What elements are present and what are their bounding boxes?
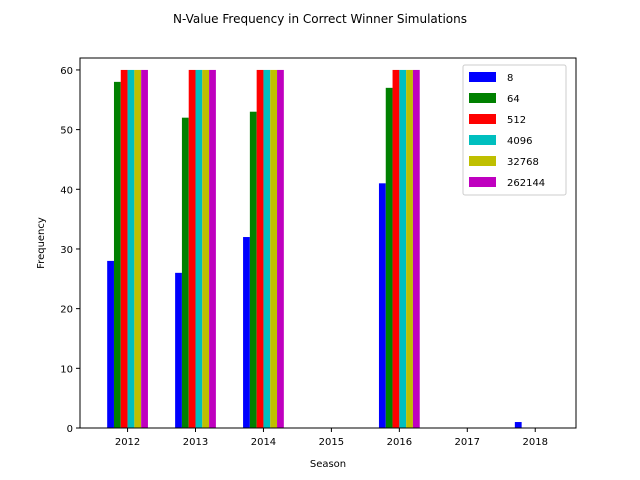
plot-frame: [79, 57, 577, 429]
bar-4096-2016: [399, 69, 407, 428]
legend-swatch-64: [469, 93, 496, 103]
y-tick-label: 40: [60, 185, 73, 196]
bar-32768-2013: [202, 69, 210, 428]
bar-512-2016: [392, 69, 400, 428]
legend-label-8: 8: [507, 73, 513, 84]
legend-swatch-262144: [469, 177, 496, 187]
bar-512-2013: [188, 69, 196, 428]
bar-512-2012: [120, 69, 128, 428]
bar-64-2014: [249, 111, 257, 428]
x-tick-label: 2013: [183, 437, 208, 448]
x-tick-label: 2015: [319, 437, 344, 448]
legend-label-512: 512: [507, 115, 526, 126]
bar-64-2016: [385, 87, 393, 428]
y-tick-label: 0: [67, 424, 73, 435]
bar-32768-2014: [270, 69, 278, 428]
y-tick-label: 30: [60, 245, 73, 256]
bar-8-2013: [175, 272, 182, 428]
bar-262144-2013: [209, 69, 216, 428]
bar-262144-2014: [277, 69, 284, 428]
y-tick-label: 20: [60, 305, 73, 316]
legend-label-64: 64: [507, 94, 520, 105]
y-tick-label: 10: [60, 364, 73, 375]
y-tick-label: 60: [60, 66, 73, 77]
legend-swatch-4096: [469, 135, 496, 145]
x-tick-label: 2017: [455, 437, 480, 448]
plot-area: 2012 2013 2014 2015 2016 2017 2018 0 10 20 30 40 50 6…: [60, 57, 577, 448]
legend-swatch-512: [469, 114, 496, 124]
x-tick-label: 2018: [523, 437, 548, 448]
legend-label-32768: 32768: [507, 157, 539, 168]
bar-64-2013: [181, 117, 189, 428]
bar-8-2018: [514, 422, 522, 428]
bar-262144-2012: [141, 69, 148, 428]
legend: 8 64 512 4096 32768 262144: [462, 64, 567, 196]
bar-4096-2013: [195, 69, 203, 428]
bar-512-2014: [256, 69, 264, 428]
legend-swatch-32768: [469, 156, 496, 166]
bar-8-2012: [107, 260, 114, 428]
legend-label-262144: 262144: [507, 178, 545, 189]
bar-262144-2016: [412, 69, 420, 428]
x-tick-label: 2016: [387, 437, 412, 448]
bar-32768-2016: [406, 69, 413, 428]
y-axis-label: Frequency: [36, 217, 47, 269]
bar-64-2012: [113, 81, 121, 428]
chart-title: N-Value Frequency in Correct Winner Simu…: [173, 12, 467, 26]
y-tick-label: 50: [60, 126, 73, 137]
x-tick-label: 2012: [115, 437, 140, 448]
bar-8-2014: [243, 237, 250, 428]
x-axis-label: Season: [310, 459, 346, 470]
bar-4096-2012: [127, 69, 135, 428]
bar-32768-2012: [134, 69, 142, 428]
bar-8-2016: [378, 183, 386, 428]
bar-4096-2014: [263, 69, 271, 428]
x-tick-label: 2014: [251, 437, 276, 448]
legend-label-4096: 4096: [507, 136, 532, 147]
legend-box: [462, 64, 567, 196]
legend-swatch-8: [469, 72, 496, 82]
